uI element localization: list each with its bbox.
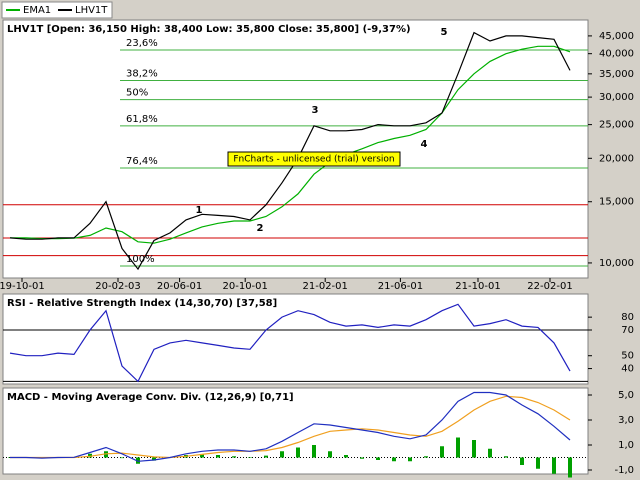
panel	[2, 293, 589, 385]
histogram-bar	[456, 437, 460, 458]
watermark: FnCharts - unlicensed (trial) version	[233, 155, 394, 165]
histogram-bar	[216, 455, 220, 458]
series-line	[9, 303, 571, 383]
wave-label: 2	[257, 223, 264, 234]
fib-label: 61,8%	[126, 114, 158, 125]
y-tick-label: 3,0	[618, 415, 634, 426]
panel	[2, 19, 589, 279]
histogram-bar	[296, 447, 300, 458]
y-tick-label: 15,000	[599, 197, 634, 208]
y-tick-label: 1,0	[618, 440, 634, 451]
fib-label: 23,6%	[126, 38, 158, 49]
fib-label: 76,4%	[126, 156, 158, 167]
x-tick-label: 21-02-01	[303, 281, 348, 292]
wave-label: 1	[196, 205, 203, 216]
y-tick-label: 40	[621, 364, 634, 375]
y-tick-label: 70	[621, 325, 634, 336]
fib-label: 38,2%	[126, 68, 158, 79]
legend-label: EMA1	[23, 5, 51, 16]
histogram-bar	[360, 457, 364, 459]
histogram-bar	[120, 457, 124, 459]
histogram-bar	[280, 451, 284, 458]
histogram-bar	[88, 453, 92, 458]
histogram-bar	[440, 446, 444, 458]
histogram-bar	[264, 455, 268, 458]
histogram-bar	[568, 457, 572, 478]
histogram-bar	[376, 457, 380, 460]
histogram-bar	[552, 457, 556, 474]
histogram-bar	[344, 455, 348, 458]
histogram-bar	[328, 451, 332, 458]
fib-label: 100%	[126, 254, 155, 265]
panel-title: RSI - Relative Strength Index (14,30,70)…	[7, 298, 277, 309]
series-line	[10, 395, 571, 459]
y-tick-label: 30,000	[599, 92, 634, 103]
y-tick-label: 50	[621, 351, 634, 362]
panel-title: LHV1T [Open: 36,150 High: 38,400 Low: 35…	[7, 24, 411, 35]
y-tick-label: -1,0	[614, 465, 634, 476]
x-tick-label: 19-10-01	[0, 281, 45, 292]
histogram-bar	[424, 456, 428, 458]
y-tick-label: 10,000	[599, 258, 634, 269]
panel-title: MACD - Moving Average Conv. Div. (12,26,…	[7, 392, 294, 403]
histogram-bar	[520, 457, 524, 465]
histogram-bar	[200, 454, 204, 458]
y-tick-label: 40,000	[599, 49, 634, 60]
x-tick-label: 21-10-01	[455, 281, 500, 292]
histogram-bar	[504, 456, 508, 458]
fib-label: 50%	[126, 88, 148, 99]
histogram-bar	[312, 445, 316, 458]
histogram-bar	[232, 456, 236, 458]
x-tick-label: 20-10-01	[223, 281, 268, 292]
legend-label: LHV1T	[75, 5, 108, 16]
y-tick-label: 5,0	[618, 390, 634, 401]
histogram-bar	[248, 457, 252, 458]
wave-label: 5	[441, 27, 448, 38]
series-line	[10, 45, 571, 244]
histogram-bar	[392, 457, 396, 462]
y-tick-label: 20,000	[599, 153, 634, 164]
histogram-bar	[136, 457, 140, 464]
histogram-bar	[488, 448, 492, 458]
y-tick-label: 45,000	[599, 31, 634, 42]
series-line	[9, 31, 571, 271]
series-line	[10, 391, 571, 462]
wave-label: 3	[312, 105, 319, 116]
histogram-bar	[152, 457, 156, 461]
histogram-bar	[472, 440, 476, 458]
histogram-bar	[536, 457, 540, 469]
legend	[1, 1, 113, 19]
y-tick-label: 25,000	[599, 120, 634, 131]
watermark-box	[227, 151, 401, 167]
x-tick-label: 20-06-01	[157, 281, 202, 292]
wave-label: 4	[421, 139, 428, 150]
x-tick-label: 22-02-01	[527, 281, 572, 292]
panel	[2, 387, 589, 475]
histogram-bar	[408, 457, 412, 462]
y-tick-label: 80	[621, 312, 634, 323]
x-tick-label: 20-02-03	[95, 281, 140, 292]
y-tick-label: 35,000	[599, 69, 634, 80]
x-tick-label: 21-06-01	[378, 281, 423, 292]
